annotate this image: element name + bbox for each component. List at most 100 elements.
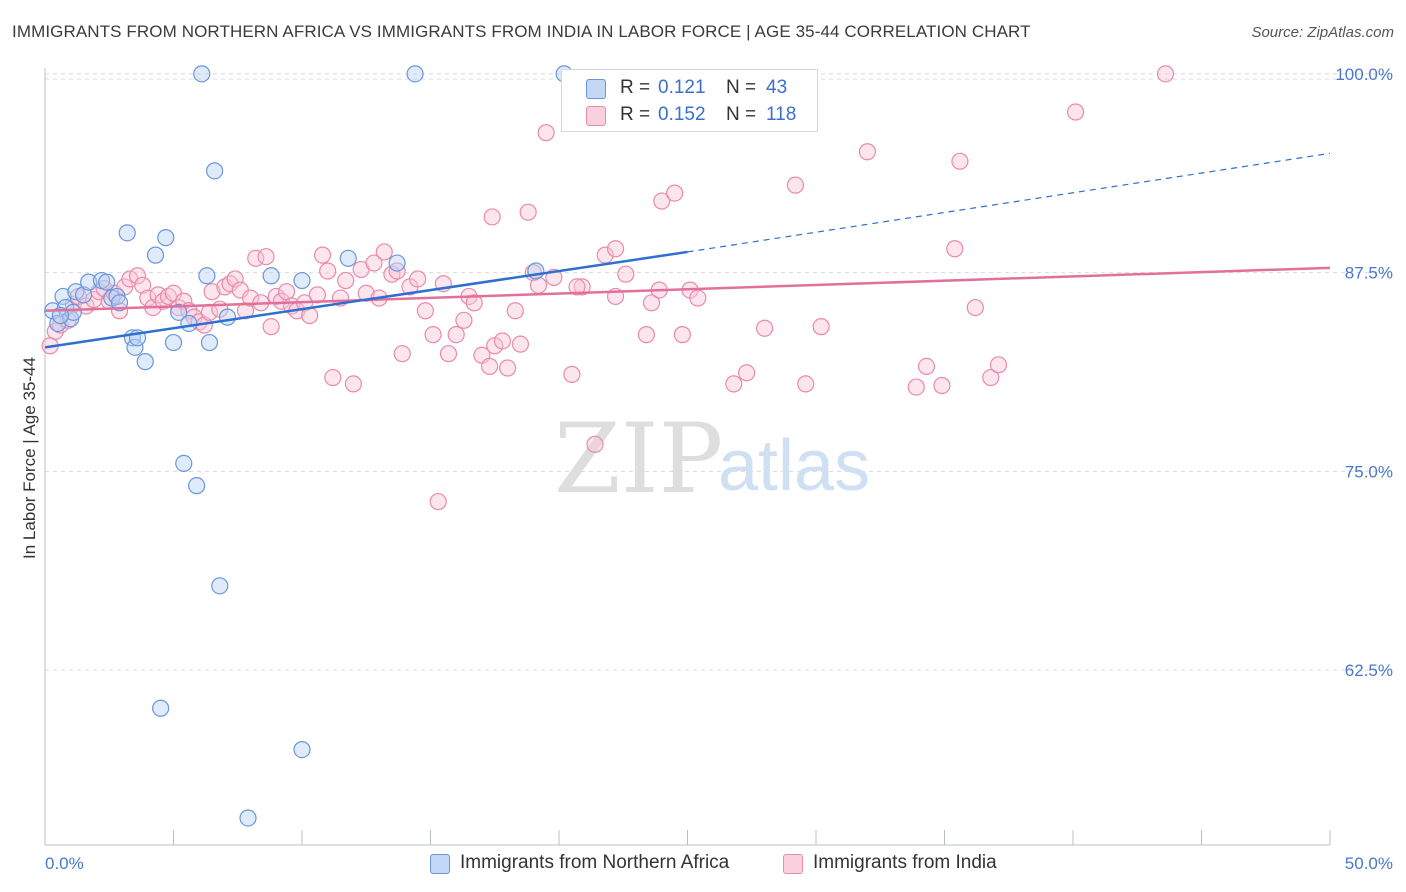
northern-africa-point xyxy=(406,65,424,83)
india-point xyxy=(267,287,285,306)
northern-africa-point xyxy=(388,254,406,272)
india-point xyxy=(221,275,239,293)
india-point xyxy=(393,345,411,363)
y-tick-label: 100.0% xyxy=(1335,65,1393,84)
northern-africa-point xyxy=(206,162,224,180)
india-point xyxy=(537,124,555,142)
legend-n-label: N = xyxy=(726,77,757,98)
india-point xyxy=(483,208,501,226)
india-point xyxy=(563,365,581,383)
y-tick-label: 75.0% xyxy=(1345,462,1393,481)
india-point xyxy=(689,289,707,307)
india-point xyxy=(933,376,951,395)
india-point xyxy=(344,375,362,393)
northern-africa-point xyxy=(198,267,216,285)
legend-n-value: 43 xyxy=(766,77,788,98)
india-point xyxy=(313,246,332,264)
northern-africa-trend-extension xyxy=(687,152,1331,253)
northern-africa-point xyxy=(239,809,257,827)
northern-africa-point xyxy=(152,699,170,717)
y-axis-label: In Labor Force | Age 35-44 xyxy=(20,357,39,559)
correlation-legend: R = 0.121 N = 43 R = 0.152 N = 118 xyxy=(561,69,818,132)
y-tick-label: 87.5% xyxy=(1345,264,1393,283)
india-point xyxy=(277,283,296,301)
legend-r-value: 0.152 xyxy=(658,104,706,125)
legend-n-value: 118 xyxy=(766,104,797,125)
india-point xyxy=(529,276,548,294)
northern-africa-point xyxy=(136,353,154,371)
northern-africa-point xyxy=(118,224,136,242)
india-point xyxy=(858,143,877,161)
axes xyxy=(44,68,1331,846)
india-point xyxy=(272,292,291,310)
northern-africa-point xyxy=(218,308,237,326)
watermark-atlas: atlas xyxy=(718,426,870,506)
gridlines xyxy=(45,73,1390,671)
northern-africa-point xyxy=(293,740,311,759)
india-point xyxy=(673,326,691,344)
chart-title: IMMIGRANTS FROM NORTHERN AFRICA VS IMMIG… xyxy=(12,22,1031,41)
india-point xyxy=(738,364,756,382)
legend-r-value: 0.121 xyxy=(658,77,706,98)
northern-africa-point xyxy=(180,314,198,333)
northern-africa-point xyxy=(64,303,82,321)
watermark: ZIP atlas xyxy=(554,403,870,515)
legend-swatch-pink xyxy=(586,106,606,126)
trend-lines xyxy=(44,152,1331,349)
india-point xyxy=(642,294,661,312)
northern-africa-point xyxy=(157,229,175,247)
source-label: Source: ZipAtlas.com xyxy=(1251,24,1394,41)
x-tick-label: 0.0% xyxy=(45,854,84,873)
india-point xyxy=(439,345,458,363)
india-point xyxy=(812,318,830,336)
y-tick-label: 62.5% xyxy=(1345,661,1393,680)
india-point xyxy=(493,332,512,350)
india-point xyxy=(506,302,524,320)
india-point xyxy=(416,302,434,320)
india-point xyxy=(424,326,442,344)
northern-africa-point xyxy=(170,303,188,321)
india-point xyxy=(966,298,984,317)
northern-africa-point xyxy=(339,249,357,267)
legend-n-label: N = xyxy=(726,104,757,125)
india-point xyxy=(337,271,355,290)
india-point xyxy=(257,248,275,266)
india-point xyxy=(481,357,499,376)
y-tick-labels: 62.5% 75.0% 87.5% 100.0% xyxy=(1335,65,1393,680)
india-point xyxy=(989,356,1008,374)
india-point xyxy=(666,184,684,202)
india-point xyxy=(797,375,815,393)
northern-africa-point xyxy=(54,287,72,306)
india-point xyxy=(511,335,530,353)
india-point xyxy=(324,368,342,387)
india-point xyxy=(637,326,655,344)
india-point xyxy=(409,270,427,288)
bottom-legend-swatch-pink xyxy=(783,854,803,874)
india-point xyxy=(128,267,147,285)
india-point xyxy=(499,359,517,377)
india-point xyxy=(465,294,483,312)
northern-africa-point xyxy=(110,294,129,312)
india-point xyxy=(455,311,473,329)
northern-africa-trend-line xyxy=(44,250,688,349)
india-point xyxy=(982,368,1000,387)
india-point xyxy=(573,278,591,296)
india-point xyxy=(429,492,447,511)
northern-africa-point xyxy=(74,286,93,304)
northern-africa-point xyxy=(188,477,206,495)
india-point xyxy=(725,375,743,393)
india-point xyxy=(755,319,774,337)
northern-africa-point xyxy=(200,333,219,352)
india-point xyxy=(586,435,604,453)
india-point xyxy=(1156,65,1175,83)
legend-swatch-blue xyxy=(586,79,606,99)
india-point xyxy=(319,262,337,280)
india-point xyxy=(375,243,393,261)
india-trend-line xyxy=(44,266,1331,313)
india-point xyxy=(653,192,671,210)
india-point xyxy=(907,378,925,396)
northern-africa-point xyxy=(527,262,545,280)
india-point xyxy=(606,240,625,258)
bottom-legend-label: Immigrants from India xyxy=(813,852,997,873)
